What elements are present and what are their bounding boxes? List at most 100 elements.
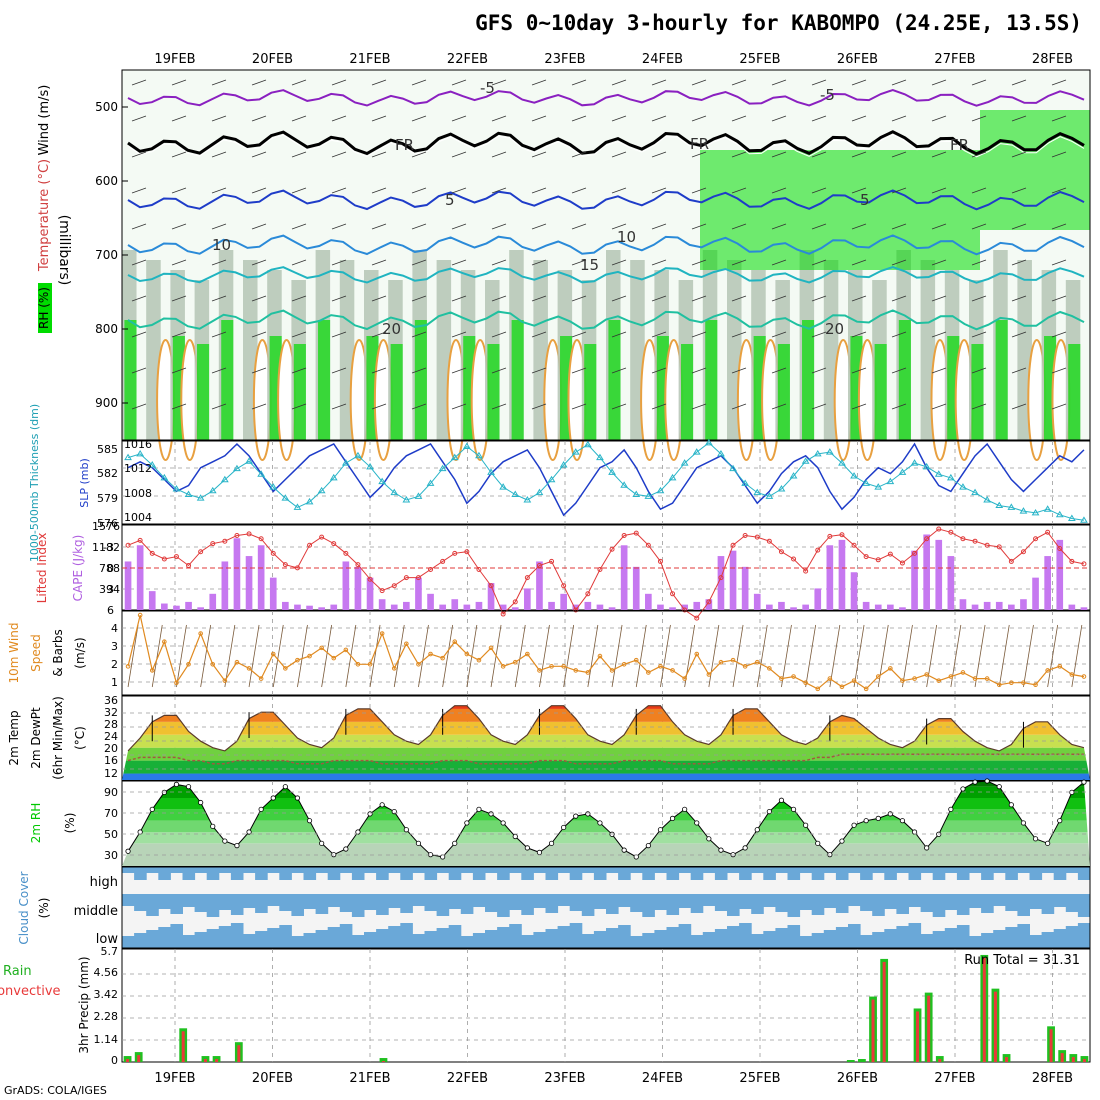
cloud-low <box>327 927 341 948</box>
cape-bar <box>548 601 555 610</box>
rh2m-point <box>803 822 809 828</box>
cloud-high <box>860 867 873 880</box>
rh-shade-green <box>608 320 621 440</box>
cape-bar <box>451 599 459 610</box>
wind-speed-point <box>585 670 591 675</box>
wind-barb-upper <box>731 223 747 230</box>
cape-bar <box>645 593 652 610</box>
wind-speed-point <box>379 631 385 636</box>
rh2m-point <box>476 806 482 812</box>
cloud-low <box>799 936 813 948</box>
date-label-top: 19FEB <box>154 52 195 67</box>
temp-axis-unit: (°C) <box>73 726 87 750</box>
precip-tick: 1.14 <box>94 1033 119 1046</box>
wind-barb-upper <box>891 223 907 230</box>
cape-bar <box>136 545 144 610</box>
cloud-middle <box>581 894 595 916</box>
wind-barb-upper <box>811 367 827 374</box>
wind-barb-10m <box>660 624 671 688</box>
wind-barb-10m <box>418 624 429 688</box>
wind-tick: 4 <box>111 622 118 635</box>
cloud-low <box>194 932 208 948</box>
li-point <box>778 549 784 555</box>
cloud-middle <box>485 894 498 912</box>
wind-barb-upper <box>771 295 787 302</box>
cloud-high <box>279 867 292 880</box>
wind-barb-upper <box>331 403 347 410</box>
precip-convective-bar <box>137 1055 141 1062</box>
cloud-low <box>811 933 825 948</box>
wind-barb-upper <box>931 115 947 122</box>
wind-speed-point <box>186 661 191 667</box>
wind-barb-10m <box>635 624 647 688</box>
wind-barb-upper <box>851 115 867 122</box>
wind-barb-upper <box>171 223 187 230</box>
cloud-low <box>206 929 220 948</box>
isotherm-10 <box>127 234 1085 256</box>
wind-barb-10m <box>393 624 405 688</box>
cloud-middle <box>1053 894 1067 907</box>
cloud-high <box>497 867 510 880</box>
thickness-point <box>293 503 302 510</box>
thickness-point <box>668 473 677 481</box>
wind-speed-point <box>924 672 929 677</box>
wind-speed-point <box>718 659 724 665</box>
cloud-middle <box>751 894 764 914</box>
precip-total-bar <box>858 1059 866 1062</box>
wind-barb-upper <box>1051 331 1067 338</box>
wind-speed-point <box>742 664 748 669</box>
isotherm-5 <box>127 189 1085 211</box>
wind-barb-upper <box>731 331 747 338</box>
thickness-point <box>257 470 266 477</box>
cloud-low <box>436 928 450 948</box>
precip-tick: 2.28 <box>94 1010 119 1023</box>
cloud-low <box>872 932 885 948</box>
thickness-point <box>813 449 822 457</box>
wind-barb-upper <box>771 403 787 410</box>
li-point <box>1020 549 1026 555</box>
li-point <box>948 529 954 535</box>
wind-barb-upper <box>1011 331 1027 338</box>
li-point <box>1008 558 1014 564</box>
cloud-low <box>702 932 716 948</box>
wind-barb-upper <box>731 367 747 374</box>
wind-speed-point <box>984 676 990 681</box>
wind-barb-10m <box>248 624 260 688</box>
cloud-low <box>896 926 909 948</box>
precip-total-bar <box>212 1056 221 1062</box>
wind-barb-upper <box>131 259 147 266</box>
wind-panel-frame <box>121 610 1091 696</box>
wind-barb-10m <box>200 624 212 688</box>
wind-speed-point <box>258 676 264 681</box>
rh-moist-band <box>980 110 1090 230</box>
cloud-middle <box>956 894 970 915</box>
cloud-high <box>727 867 740 873</box>
wind-barb-upper <box>451 223 467 230</box>
wind-barb-upper <box>331 259 347 266</box>
wind-barb-upper <box>451 403 467 410</box>
wind-barb-upper <box>771 151 787 158</box>
wind-barb-upper <box>131 187 147 194</box>
wind-barb-upper <box>1051 295 1067 302</box>
cloud-high <box>630 867 643 873</box>
cape-bar <box>838 539 846 610</box>
wind-barb-upper <box>371 259 387 266</box>
wind-speed-point <box>597 653 603 659</box>
cloud-low <box>1077 923 1091 948</box>
rh2m-point <box>911 829 918 835</box>
wind-barb-upper <box>291 403 307 410</box>
cloud-axis-label: Cloud Cover <box>17 871 31 944</box>
cloud-low <box>1041 932 1055 948</box>
thickness-point <box>233 464 241 472</box>
cloud-middle <box>666 894 680 915</box>
wind-speed-point <box>210 661 216 667</box>
cape-bar <box>221 561 229 610</box>
thickness-point <box>160 473 169 481</box>
wind-barb-upper <box>651 151 667 158</box>
cloud-middle <box>969 894 982 908</box>
rh2m-point <box>863 818 869 824</box>
li-point <box>912 550 918 556</box>
thickness-point <box>1031 508 1040 516</box>
wind-barb-upper <box>211 187 227 194</box>
cape-bar <box>862 601 870 610</box>
